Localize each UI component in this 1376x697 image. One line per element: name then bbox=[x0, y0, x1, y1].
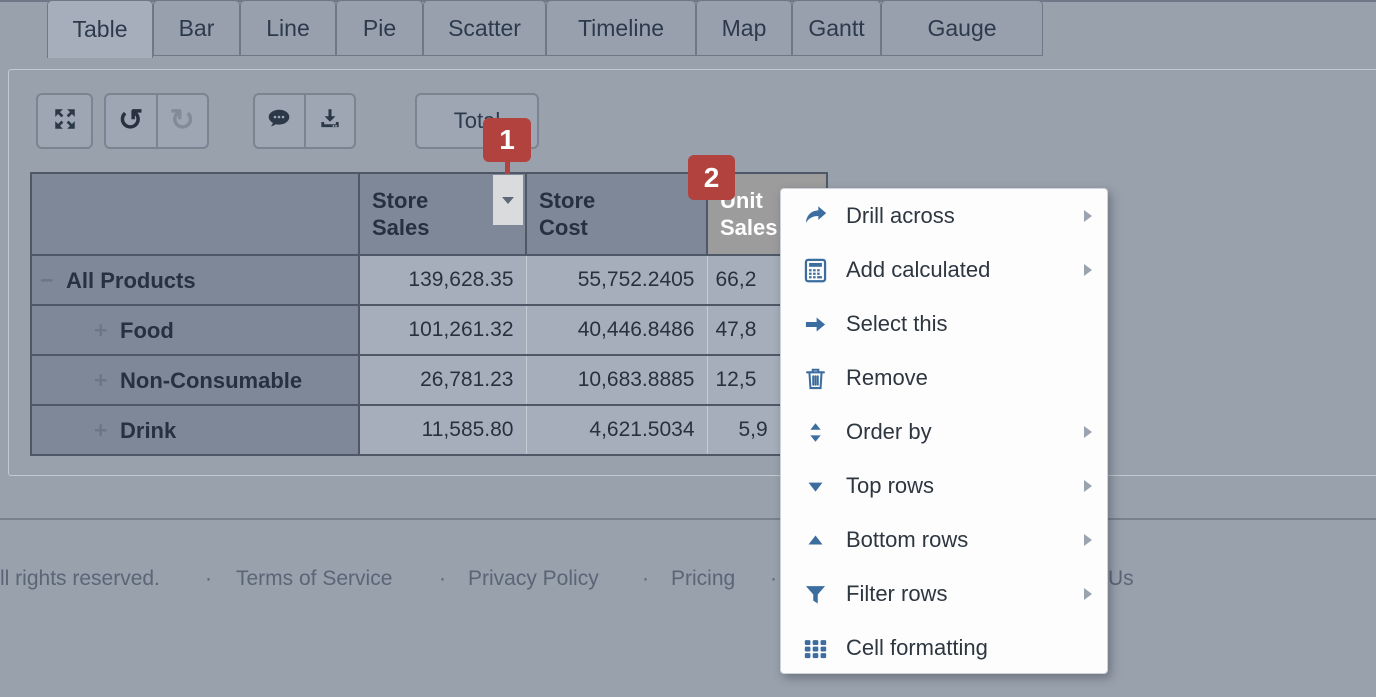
funnel-icon bbox=[802, 581, 829, 608]
submenu-arrow-icon bbox=[1084, 534, 1092, 546]
contact-us-link-fragment[interactable]: Us bbox=[1108, 567, 1134, 590]
copyright-text: All rights reserved. bbox=[0, 567, 160, 590]
undo-button[interactable]: ↺ bbox=[106, 95, 156, 147]
submenu-arrow-icon bbox=[1084, 210, 1092, 222]
table-row: + Non-Consumable 26,781.23 10,683.8885 12… bbox=[30, 354, 827, 406]
table-row: − All Products 139,628.35 55,752.2405 66,… bbox=[30, 254, 827, 306]
expand-icon[interactable]: + bbox=[94, 316, 108, 343]
column-dropdown-button[interactable] bbox=[493, 175, 523, 225]
sort-arrows-icon bbox=[802, 419, 829, 446]
tab-table[interactable]: Table bbox=[47, 0, 153, 58]
content-panel bbox=[8, 69, 1376, 476]
cell-store-sales[interactable]: 11,585.80 bbox=[358, 404, 526, 455]
calculator-icon bbox=[802, 257, 829, 284]
tab-scatter[interactable]: Scatter bbox=[423, 0, 546, 56]
chevron-down-icon bbox=[502, 196, 514, 204]
menu-item-order-by[interactable]: Order by bbox=[781, 405, 1107, 459]
download-button[interactable] bbox=[306, 95, 355, 147]
button-group-divider bbox=[155, 95, 158, 147]
tab-gantt[interactable]: Gantt bbox=[792, 0, 881, 56]
pivot-table: Store Sales Store Cost Unit Sales − All P… bbox=[30, 172, 828, 456]
row-header-food[interactable]: + Food bbox=[30, 304, 360, 356]
tab-label: Gantt bbox=[808, 14, 865, 41]
cell-store-sales[interactable]: 26,781.23 bbox=[358, 354, 526, 405]
table-row: + Food 101,261.32 40,446.8486 47,8 bbox=[30, 304, 827, 356]
tab-gauge[interactable]: Gauge bbox=[881, 0, 1043, 56]
menu-item-cell-formatting[interactable]: Cell formatting bbox=[781, 621, 1107, 675]
undo-redo-group: ↺ ↻ bbox=[104, 93, 209, 149]
trash-icon bbox=[802, 365, 829, 392]
menu-item-select-this[interactable]: Select this bbox=[781, 297, 1107, 351]
expand-arrows-icon bbox=[52, 106, 78, 137]
cell-store-cost[interactable]: 55,752.2405 bbox=[525, 254, 707, 305]
footer-separator: · bbox=[439, 567, 446, 590]
footer-separator: · bbox=[770, 567, 777, 590]
menu-item-remove[interactable]: Remove bbox=[781, 351, 1107, 405]
tab-line[interactable]: Line bbox=[240, 0, 336, 56]
footer-separator: · bbox=[205, 567, 212, 590]
tab-label: Scatter bbox=[448, 14, 521, 41]
menu-item-add-calculated[interactable]: Add calculated bbox=[781, 243, 1107, 297]
cell-store-sales[interactable]: 101,261.32 bbox=[358, 304, 526, 355]
drill-across-icon bbox=[802, 203, 829, 230]
menu-item-top-rows[interactable]: Top rows bbox=[781, 459, 1107, 513]
annotation-badge-1-stem bbox=[505, 160, 510, 174]
table-row: + Drink 11,585.80 4,621.5034 5,9 bbox=[30, 404, 827, 456]
arrow-right-icon bbox=[802, 311, 829, 338]
expand-icon[interactable]: + bbox=[94, 416, 108, 443]
row-header-drink[interactable]: + Drink bbox=[30, 404, 360, 456]
submenu-arrow-icon bbox=[1084, 588, 1092, 600]
submenu-arrow-icon bbox=[1084, 264, 1092, 276]
cell-store-cost[interactable]: 4,621.5034 bbox=[525, 404, 707, 455]
redo-icon: ↻ bbox=[169, 104, 195, 137]
submenu-arrow-icon bbox=[1084, 480, 1092, 492]
tab-label: Pie bbox=[362, 14, 397, 41]
cell-store-cost[interactable]: 40,446.8486 bbox=[525, 304, 707, 355]
expand-button[interactable] bbox=[36, 93, 93, 149]
button-group-divider bbox=[303, 95, 306, 147]
row-header-all-products[interactable]: − All Products bbox=[30, 254, 360, 306]
corner-cell bbox=[30, 172, 360, 256]
row-header-non-consumable[interactable]: + Non-Consumable bbox=[30, 354, 360, 406]
tab-label: Table bbox=[72, 16, 128, 42]
triangle-down-icon bbox=[802, 473, 829, 500]
column-header-store-cost[interactable]: Store Cost bbox=[525, 172, 708, 256]
footer-divider bbox=[0, 518, 1376, 520]
menu-item-drill-across[interactable]: Drill across bbox=[781, 189, 1107, 243]
pricing-link[interactable]: Pricing bbox=[671, 567, 736, 590]
tab-label: Line bbox=[266, 14, 310, 41]
tab-map[interactable]: Map bbox=[696, 0, 792, 56]
tab-bar[interactable]: Bar bbox=[153, 0, 240, 56]
tab-label: Map bbox=[721, 14, 767, 41]
cell-store-cost[interactable]: 10,683.8885 bbox=[525, 354, 707, 405]
tab-label: Gauge bbox=[927, 14, 997, 41]
redo-button[interactable]: ↻ bbox=[158, 95, 208, 147]
terms-of-service-link[interactable]: Terms of Service bbox=[236, 567, 393, 590]
footer-separator: · bbox=[642, 567, 649, 590]
annotation-badge-1: 1 bbox=[483, 118, 531, 162]
download-icon bbox=[317, 106, 343, 137]
tab-pie[interactable]: Pie bbox=[336, 0, 423, 56]
menu-item-filter-rows[interactable]: Filter rows bbox=[781, 567, 1107, 621]
grid-icon bbox=[802, 635, 829, 662]
menu-item-bottom-rows[interactable]: Bottom rows bbox=[781, 513, 1107, 567]
submenu-arrow-icon bbox=[1084, 426, 1092, 438]
comment-button[interactable] bbox=[255, 95, 304, 147]
tab-label: Bar bbox=[178, 14, 215, 41]
collapse-icon[interactable]: − bbox=[40, 266, 54, 293]
expand-icon[interactable]: + bbox=[94, 366, 108, 393]
tab-label: Timeline bbox=[577, 14, 665, 41]
undo-icon: ↺ bbox=[118, 104, 144, 137]
tab-timeline[interactable]: Timeline bbox=[546, 0, 696, 56]
triangle-up-icon bbox=[802, 527, 829, 554]
annotation-badge-2: 2 bbox=[688, 155, 735, 200]
context-menu: Drill across Add calculated Select this bbox=[780, 188, 1108, 674]
privacy-policy-link[interactable]: Privacy Policy bbox=[468, 567, 599, 590]
comment-download-group bbox=[253, 93, 356, 149]
cell-store-sales[interactable]: 139,628.35 bbox=[358, 254, 526, 305]
comment-bubble-icon bbox=[266, 106, 292, 137]
